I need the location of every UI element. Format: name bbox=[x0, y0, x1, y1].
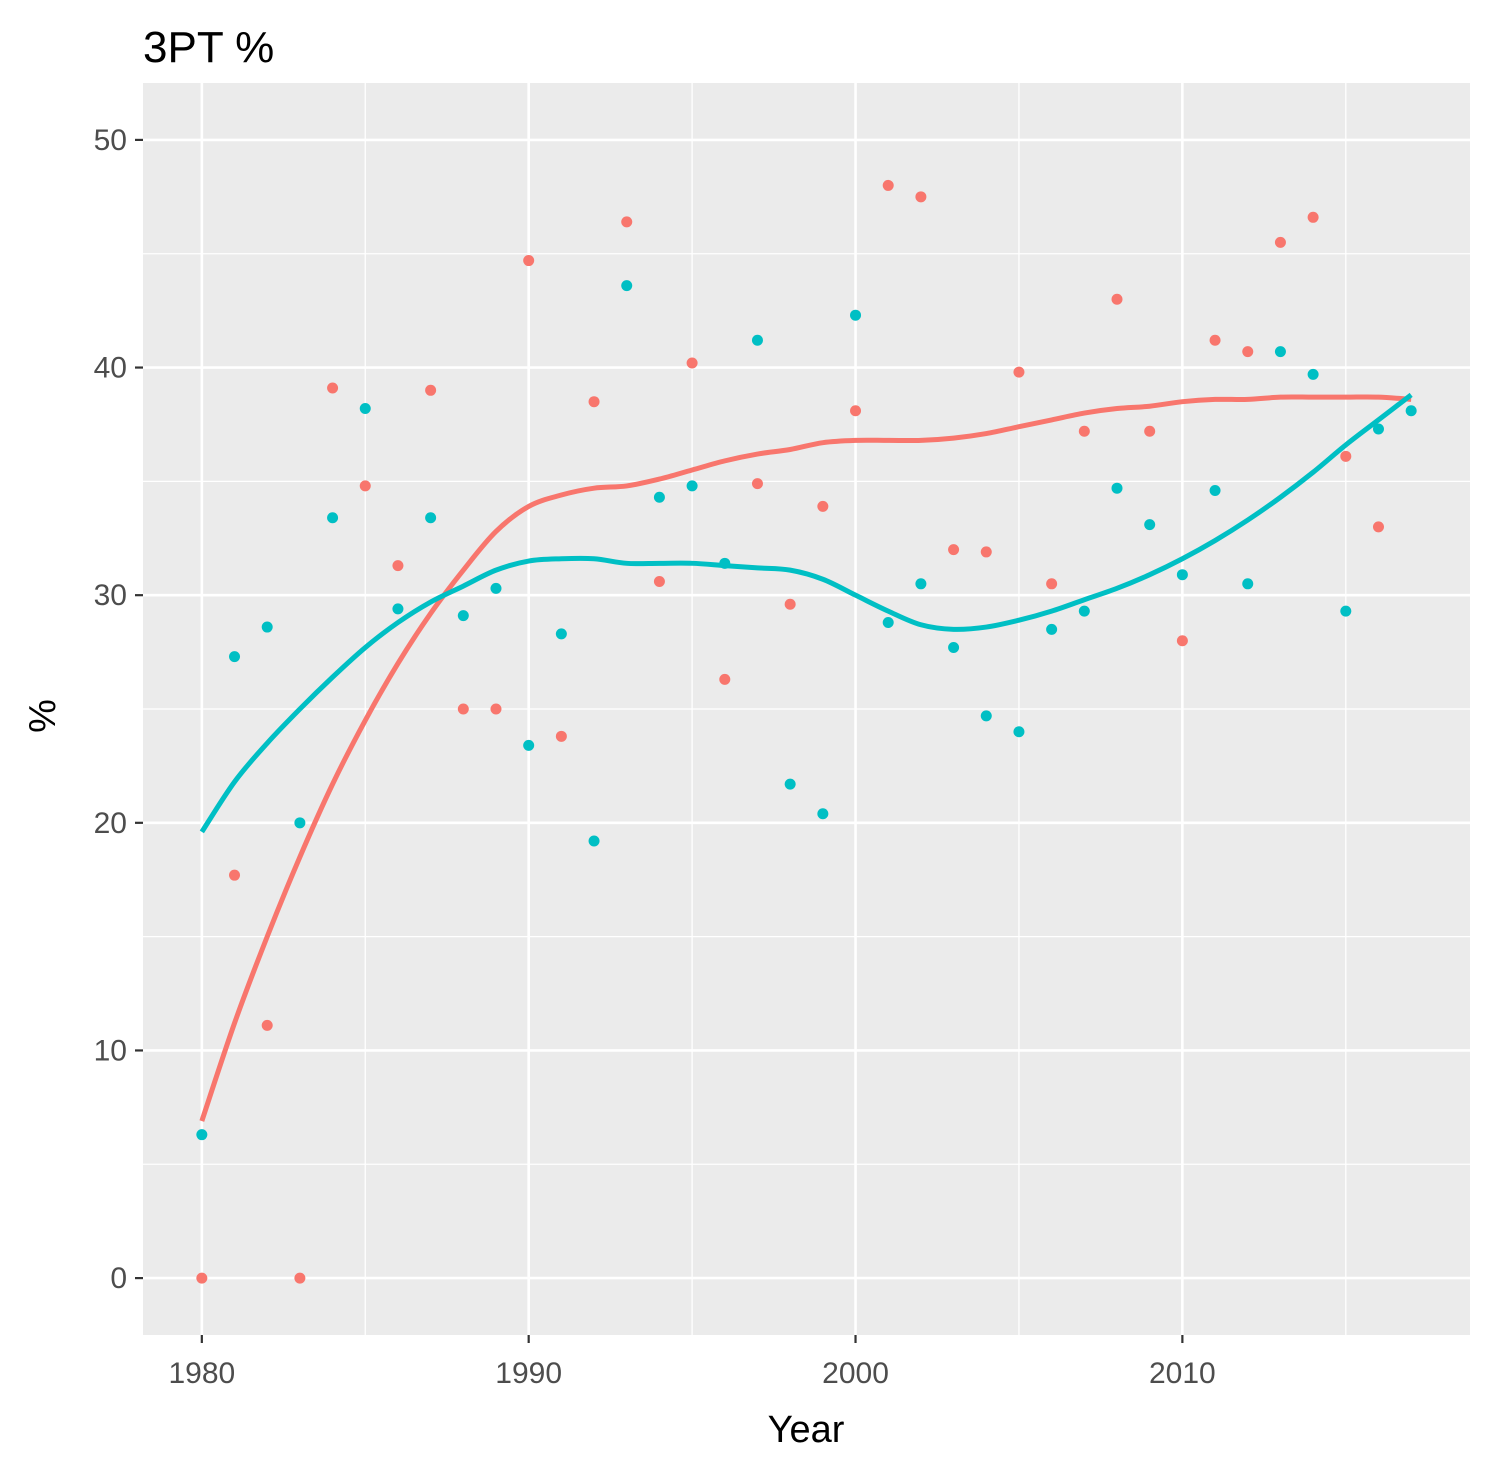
smooth-line-series-1 bbox=[199, 394, 1412, 1122]
smooth-lines bbox=[199, 392, 1413, 1122]
data-point-series-1 bbox=[523, 255, 535, 267]
data-point-series-1 bbox=[196, 1272, 208, 1284]
data-point-series-2 bbox=[719, 557, 731, 569]
data-point-series-1 bbox=[1274, 236, 1286, 248]
data-point-series-1 bbox=[882, 179, 894, 191]
data-point-series-2 bbox=[359, 403, 371, 415]
data-point-series-2 bbox=[1307, 368, 1319, 380]
grid-lines bbox=[143, 83, 1470, 1335]
data-point-series-1 bbox=[490, 703, 502, 715]
data-point-series-2 bbox=[425, 512, 437, 524]
data-point-series-1 bbox=[327, 382, 339, 394]
x-axis-title: Year bbox=[768, 1409, 845, 1451]
data-point-series-2 bbox=[1046, 623, 1058, 635]
data-point-series-1 bbox=[1046, 578, 1058, 590]
y-tick-label: 30 bbox=[94, 579, 127, 612]
data-point-series-2 bbox=[294, 817, 306, 829]
data-point-series-2 bbox=[686, 480, 698, 492]
data-point-series-2 bbox=[555, 628, 567, 640]
data-point-series-1 bbox=[915, 191, 927, 203]
data-point-series-1 bbox=[719, 673, 731, 685]
data-point-series-2 bbox=[751, 334, 763, 346]
data-point-series-2 bbox=[523, 739, 535, 751]
data-point-series-1 bbox=[751, 478, 763, 490]
data-point-series-1 bbox=[784, 598, 796, 610]
data-point-series-2 bbox=[327, 512, 339, 524]
data-point-series-2 bbox=[1274, 346, 1286, 358]
data-point-series-1 bbox=[555, 730, 567, 742]
data-point-series-2 bbox=[1242, 578, 1254, 590]
x-tick-label: 2010 bbox=[1149, 1357, 1216, 1390]
data-point-series-2 bbox=[784, 778, 796, 790]
data-point-series-2 bbox=[817, 808, 829, 820]
data-point-series-2 bbox=[1372, 423, 1384, 435]
data-point-series-1 bbox=[425, 384, 437, 396]
data-point-series-1 bbox=[653, 576, 665, 588]
data-point-series-2 bbox=[1013, 726, 1025, 738]
data-point-series-1 bbox=[686, 357, 698, 369]
data-point-series-1 bbox=[948, 544, 960, 556]
y-tick-label: 0 bbox=[110, 1262, 127, 1295]
data-point-series-1 bbox=[1013, 366, 1025, 378]
data-point-series-1 bbox=[261, 1019, 273, 1031]
x-tick-label: 1990 bbox=[495, 1357, 562, 1390]
data-point-series-2 bbox=[261, 621, 273, 633]
y-tick-label: 10 bbox=[94, 1034, 127, 1067]
data-point-series-1 bbox=[1242, 346, 1254, 358]
data-point-series-2 bbox=[392, 603, 404, 615]
data-point-series-1 bbox=[1078, 425, 1090, 437]
data-point-series-1 bbox=[229, 869, 241, 881]
y-tick-label: 20 bbox=[94, 807, 127, 840]
data-point-series-2 bbox=[196, 1129, 208, 1141]
data-point-series-1 bbox=[1372, 521, 1384, 533]
data-point-series-1 bbox=[850, 405, 862, 417]
data-point-series-2 bbox=[882, 616, 894, 628]
data-point-series-1 bbox=[294, 1272, 306, 1284]
data-point-series-1 bbox=[1111, 293, 1123, 305]
x-tick-label: 2000 bbox=[822, 1357, 889, 1390]
data-point-series-2 bbox=[1405, 405, 1417, 417]
data-point-series-2 bbox=[229, 651, 241, 663]
chart-title: 3PT % bbox=[143, 23, 274, 72]
x-tick-label: 1980 bbox=[168, 1357, 235, 1390]
data-point-series-2 bbox=[980, 710, 992, 722]
axes: 0 10 20 30 40 50 1980 1990 2000 2010 bbox=[94, 124, 1216, 1390]
data-point-series-2 bbox=[621, 280, 633, 292]
data-point-series-1 bbox=[621, 216, 633, 228]
data-point-series-2 bbox=[490, 582, 502, 594]
data-point-series-2 bbox=[1209, 484, 1221, 496]
data-point-series-2 bbox=[948, 642, 960, 654]
data-point-series-2 bbox=[1078, 605, 1090, 617]
data-point-series-1 bbox=[392, 560, 404, 572]
smooth-line-series-2 bbox=[199, 392, 1413, 834]
data-point-series-2 bbox=[850, 309, 862, 321]
y-axis-title: % bbox=[22, 699, 64, 733]
data-point-series-1 bbox=[1176, 635, 1188, 647]
data-point-series-2 bbox=[1111, 482, 1123, 494]
data-point-series-2 bbox=[915, 578, 927, 590]
data-point-series-1 bbox=[1340, 450, 1352, 462]
data-point-series-1 bbox=[1307, 211, 1319, 223]
data-point-series-1 bbox=[588, 396, 600, 408]
data-point-series-1 bbox=[1209, 334, 1221, 346]
data-point-series-2 bbox=[457, 610, 469, 622]
data-point-series-2 bbox=[1176, 569, 1188, 581]
data-point-series-1 bbox=[359, 480, 371, 492]
data-points bbox=[196, 179, 1417, 1284]
data-point-series-2 bbox=[1144, 519, 1156, 531]
y-tick-label: 50 bbox=[94, 124, 127, 157]
data-point-series-1 bbox=[980, 546, 992, 558]
data-point-series-1 bbox=[457, 703, 469, 715]
data-point-series-1 bbox=[817, 500, 829, 512]
y-tick-label: 40 bbox=[94, 352, 127, 385]
data-point-series-1 bbox=[1144, 425, 1156, 437]
data-point-series-2 bbox=[653, 491, 665, 503]
data-point-series-2 bbox=[1340, 605, 1352, 617]
data-point-series-2 bbox=[588, 835, 600, 847]
